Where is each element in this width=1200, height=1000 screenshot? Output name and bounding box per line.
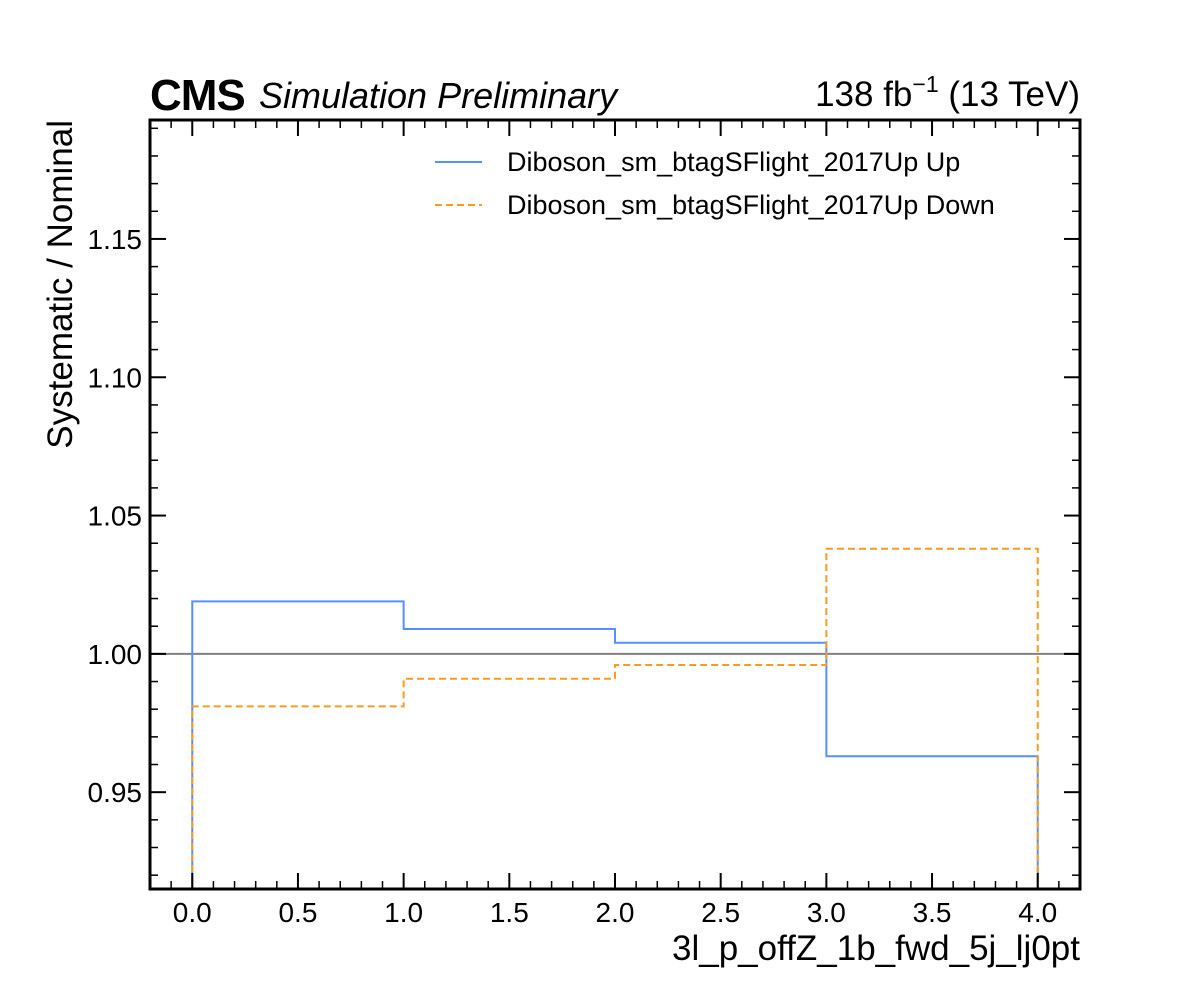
legend-entry-up: Diboson_sm_btagSFlight_2017Up Up: [507, 147, 960, 177]
x-tick-label: 0.0: [173, 897, 212, 928]
y-axis-title: Systematic / Nominal: [41, 120, 80, 449]
legend-entry-down: Diboson_sm_btagSFlight_2017Up Down: [507, 190, 995, 220]
plot-frame: [148, 118, 1082, 891]
lumi-exponent: −1: [912, 71, 938, 97]
y-tick-label: 1.00: [88, 639, 143, 670]
y-tick-label: 1.15: [88, 224, 143, 255]
x-axis-title: 3l_p_offZ_1b_fwd_5j_lj0pt: [672, 929, 1080, 968]
x-tick-label: 1.0: [384, 897, 423, 928]
legend: Diboson_sm_btagSFlight_2017Up Up Diboson…: [435, 147, 995, 220]
y-tick-label: 1.05: [88, 501, 143, 532]
y-tick-label: 1.10: [88, 362, 143, 393]
y-tick-label: 0.95: [88, 777, 143, 808]
series-down-line: [191, 547, 1039, 889]
series-up-line: [191, 600, 1039, 889]
cms-extra-text: Simulation Preliminary: [259, 75, 619, 116]
x-tick-label: 0.5: [278, 897, 317, 928]
lumi-label: 138 fb−1 (13 TeV): [815, 71, 1080, 114]
x-tick-label: 3.5: [913, 897, 952, 928]
x-tick-label: 3.0: [807, 897, 846, 928]
x-tick-label: 1.5: [490, 897, 529, 928]
x-tick-label: 2.0: [596, 897, 635, 928]
cms-label: CMS: [150, 71, 245, 120]
x-tick-label: 4.0: [1018, 897, 1057, 928]
x-tick-label: 2.5: [701, 897, 740, 928]
